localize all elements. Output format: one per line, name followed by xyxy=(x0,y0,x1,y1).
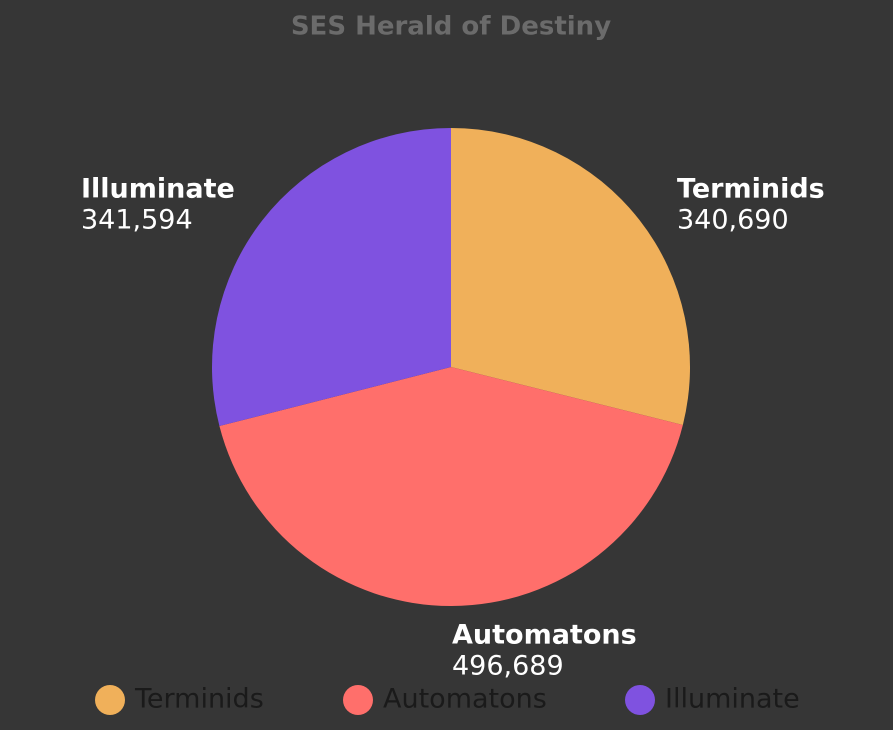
slice-label: Illuminate xyxy=(81,174,235,205)
slice-label: Automatons xyxy=(452,620,637,651)
pie-slice xyxy=(219,367,683,606)
pie-slice xyxy=(451,128,690,425)
pie-slice xyxy=(212,128,451,427)
legend-swatch xyxy=(343,685,373,715)
legend-label: Terminids xyxy=(134,684,264,715)
legend-label: Automatons xyxy=(383,684,547,715)
legend-label: Illuminate xyxy=(665,684,800,715)
slice-value: 496,689 xyxy=(452,651,564,682)
slice-value: 341,594 xyxy=(81,205,193,236)
slice-label: Terminids xyxy=(677,174,825,205)
legend-swatch xyxy=(95,685,125,715)
chart-title: SES Herald of Destiny xyxy=(291,12,611,42)
legend-swatch xyxy=(625,685,655,715)
slice-value: 340,690 xyxy=(677,205,789,236)
